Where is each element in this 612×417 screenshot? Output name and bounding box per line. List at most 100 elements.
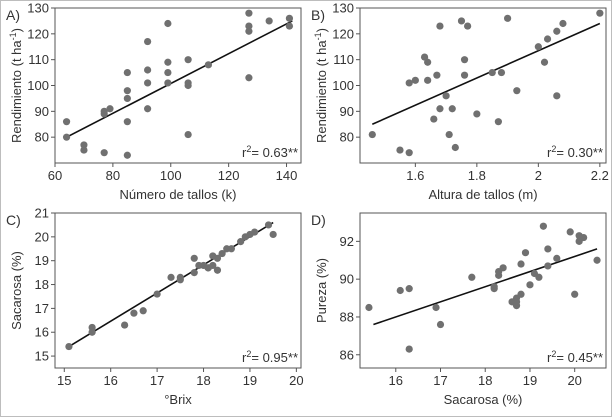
y-axis-label: Pureza (%)	[314, 258, 329, 323]
data-point	[544, 245, 552, 253]
data-point	[245, 9, 253, 17]
data-point	[566, 228, 574, 236]
data-point	[123, 94, 131, 103]
data-point	[473, 110, 481, 118]
x-tick-label: 19	[523, 373, 537, 388]
x-tick-label: 17	[150, 373, 164, 388]
data-point	[100, 149, 108, 157]
regression-line	[66, 20, 293, 138]
data-point	[269, 230, 277, 239]
x-tick-label: 120	[218, 168, 240, 183]
x-tick-label: 2.2	[591, 168, 609, 183]
data-point	[184, 56, 192, 64]
r2-annotation: r2= 0.30**	[547, 144, 603, 160]
data-point	[405, 345, 413, 353]
y-tick-label: 20	[35, 229, 49, 244]
plot-frame	[359, 212, 607, 369]
data-point	[209, 261, 217, 270]
data-point	[442, 92, 450, 100]
data-point	[365, 303, 373, 312]
data-point	[80, 141, 88, 149]
x-tick-label: 100	[160, 168, 182, 183]
data-point	[445, 130, 453, 139]
y-tick-label: 16	[35, 325, 49, 340]
y-tick-label: 92	[340, 234, 354, 249]
data-point	[517, 260, 525, 268]
data-point	[368, 130, 376, 139]
y-tick-label: 130	[332, 1, 354, 16]
y-tick-label: 86	[340, 347, 354, 362]
x-tick-label: 19	[243, 373, 257, 388]
data-point	[539, 222, 547, 230]
data-point	[424, 58, 432, 66]
data-point	[218, 249, 226, 258]
data-point	[65, 342, 73, 351]
data-point	[245, 74, 253, 82]
x-tick-label: 80	[106, 168, 120, 183]
x-axis-label: Sacarosa (%)	[444, 392, 523, 407]
y-axis-label: Sacarosa (%)	[9, 251, 24, 330]
data-point	[424, 76, 432, 84]
x-axis-label: °Brix	[164, 392, 192, 407]
data-point	[544, 262, 552, 270]
data-point	[245, 27, 253, 35]
y-tick-label: 15	[35, 349, 49, 364]
data-point	[144, 79, 152, 87]
data-point	[571, 290, 579, 298]
regression-line	[371, 22, 601, 125]
panel-label: B)	[311, 7, 325, 23]
data-point	[213, 266, 222, 274]
data-point	[237, 238, 245, 246]
data-point	[164, 19, 172, 28]
y-tick-label: 100	[332, 78, 354, 93]
data-point	[460, 56, 469, 64]
data-point	[265, 17, 273, 25]
y-tick-label: 100	[27, 78, 49, 93]
x-tick-label: 1.6	[406, 168, 424, 183]
data-point	[204, 61, 212, 69]
data-point	[540, 58, 549, 66]
data-point	[227, 245, 235, 253]
data-point	[405, 149, 413, 157]
data-point	[250, 228, 259, 236]
data-point	[123, 68, 131, 77]
data-point	[593, 256, 601, 264]
y-tick-label: 88	[340, 309, 354, 324]
x-tick-label: 18	[196, 373, 210, 388]
data-point	[106, 105, 114, 113]
data-point	[405, 79, 413, 87]
x-tick-label: 1.8	[468, 168, 486, 183]
data-point	[245, 22, 253, 30]
data-point	[190, 269, 198, 277]
data-point	[499, 264, 507, 272]
panel-b: 80 90 100 110 120 130 1.6 1.8 2 2.2 B) Altura de ta…	[311, 1, 609, 203]
data-point	[167, 273, 175, 281]
data-point	[285, 22, 294, 30]
panel-label: A)	[6, 7, 20, 23]
data-point	[436, 320, 445, 329]
data-point	[448, 105, 456, 113]
x-tick-label: 15	[57, 373, 71, 388]
data-point	[123, 151, 131, 159]
panel-a: 80 90 100 110 120 130 60 80 100 120 140 A) Número de…	[6, 1, 302, 202]
data-point	[411, 76, 419, 84]
y-tick-label: 90	[340, 272, 354, 287]
data-point	[553, 92, 561, 100]
regression-line	[373, 248, 598, 326]
x-tick-label: 20	[567, 373, 581, 388]
data-point	[464, 22, 472, 30]
x-tick-label: 20	[289, 373, 303, 388]
data-point	[144, 66, 152, 74]
x-axis-label: Altura de tallos (m)	[428, 187, 537, 202]
x-tick-label: 18	[478, 373, 492, 388]
data-point	[553, 27, 561, 35]
y-tick-label: 120	[332, 26, 354, 41]
data-point	[396, 286, 404, 295]
data-point	[521, 249, 530, 257]
data-point	[468, 273, 476, 281]
data-point	[543, 35, 552, 43]
y-tick-label: 120	[27, 26, 49, 41]
data-point	[62, 133, 71, 141]
data-point	[513, 87, 521, 95]
data-point	[432, 303, 440, 312]
